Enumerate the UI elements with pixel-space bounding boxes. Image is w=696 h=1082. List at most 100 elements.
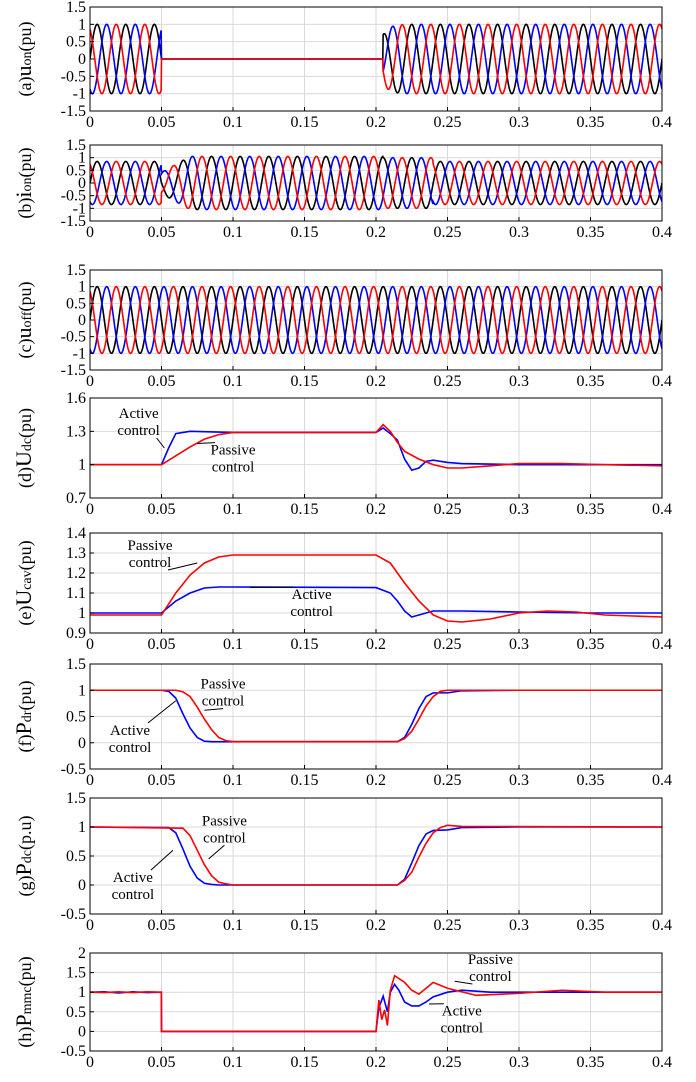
y-axis-label: (e)Ucav(pu) <box>11 540 36 625</box>
y-axis-label-part: u <box>11 328 36 339</box>
y-tick-label: 1 <box>78 150 86 167</box>
annotation-text: Active control <box>441 1004 484 1037</box>
annotation-text: Passive control <box>128 538 173 571</box>
y-tick-label: 0.5 <box>66 709 86 726</box>
y-tick-label: -1.5 <box>61 213 86 230</box>
y-axis-label-part: i <box>11 191 36 197</box>
y-axis-label-part: (pu) <box>15 681 36 711</box>
series-line-1 <box>90 155 662 211</box>
x-tick-label: 0.2 <box>366 501 386 518</box>
x-tick-label: 0.35 <box>577 373 605 390</box>
annotation-line: control <box>117 423 160 439</box>
y-tick-label: 0.5 <box>66 34 86 51</box>
y-tick-label: -1 <box>73 345 86 362</box>
y-tick-label: 1.3 <box>66 423 86 440</box>
series-line-2 <box>90 285 662 355</box>
x-tick-label: 0.35 <box>577 224 605 241</box>
x-tick-label: 0.2 <box>366 1054 386 1071</box>
y-axis-label-part: (pu) <box>15 408 36 438</box>
annotation-line: Passive <box>211 443 256 459</box>
y-tick-label: 0 <box>78 312 86 329</box>
x-tick-label: 0.3 <box>509 636 529 653</box>
x-tick-label: 0.3 <box>509 772 529 789</box>
x-tick-label: 0.4 <box>652 772 672 789</box>
annotation-arrow <box>454 980 473 985</box>
panel-f: 0 0.05 0.1 0.15 0.2 0.25 0.3 0.35 0.41.510.50-0.… <box>11 656 672 789</box>
x-tick-label: 0.4 <box>652 636 672 653</box>
annotation-line: control <box>441 1021 484 1037</box>
y-axis-label-part: (c) <box>15 339 36 359</box>
annotation-text: Active control <box>290 587 333 620</box>
y-tick-label: 1.5 <box>66 656 86 673</box>
y-tick-label: 0 <box>78 1023 86 1040</box>
x-tick-label: 0.4 <box>652 917 672 934</box>
x-tick-label: 0.05 <box>148 114 176 131</box>
annotation-line: control <box>129 555 172 571</box>
y-axis-label-part: (pu) <box>15 956 36 986</box>
x-tick-label: 0.25 <box>434 373 462 390</box>
y-axis-label: (b)ion(pu) <box>11 147 36 218</box>
x-tick-label: 0.2 <box>366 636 386 653</box>
x-tick-label: 0.3 <box>509 373 529 390</box>
annotation-line: control <box>109 740 152 756</box>
series-line-0 <box>90 155 662 211</box>
y-tick-label: 0.7 <box>66 490 86 507</box>
x-tick-label: 0.1 <box>223 224 243 241</box>
y-axis-label: (f)Pdr(pu) <box>11 681 36 753</box>
y-tick-label: 1.1 <box>66 585 86 602</box>
y-tick-label: -1.5 <box>61 362 86 379</box>
x-tick-label: 0.15 <box>291 224 319 241</box>
x-tick-label: 0.05 <box>148 917 176 934</box>
y-tick-label: 1.2 <box>66 565 86 582</box>
y-axis-label-part: u <box>11 66 36 77</box>
y-axis-label-part: P <box>11 1014 36 1026</box>
x-tick-label: 0.1 <box>223 917 243 934</box>
x-tick-label: 0.35 <box>577 501 605 518</box>
y-axis-label-part: P <box>11 722 36 734</box>
x-tick-label: 0.1 <box>223 1054 243 1071</box>
y-axis-label-part: (pu) <box>15 147 36 177</box>
x-tick-label: 0.25 <box>434 772 462 789</box>
x-tick-label: 0 <box>86 501 94 518</box>
y-axis-label-part: (d) <box>15 467 36 488</box>
y-tick-label: 1 <box>78 605 86 622</box>
x-tick-label: 0.1 <box>223 636 243 653</box>
x-tick-label: 0.05 <box>148 373 176 390</box>
y-axis-label: (g)Pdc(p.u) <box>11 816 36 897</box>
x-tick-label: 0.15 <box>291 373 319 390</box>
x-tick-label: 0.4 <box>652 114 672 131</box>
y-tick-label: 2 <box>78 945 86 962</box>
panel-a: 0 0.05 0.1 0.15 0.2 0.25 0.3 0.35 0.41.510.50-0.… <box>11 0 672 131</box>
panel-c: 0 0.05 0.1 0.15 0.2 0.25 0.3 0.35 0.41.510.50-0.… <box>11 262 672 390</box>
annotation-arrow <box>204 708 224 711</box>
y-axis-label: (a)uon(pu) <box>11 22 36 97</box>
x-tick-label: 0.1 <box>223 114 243 131</box>
x-tick-label: 0.15 <box>291 636 319 653</box>
x-tick-label: 0.2 <box>366 114 386 131</box>
series-line-1 <box>90 423 662 469</box>
x-tick-label: 0.35 <box>577 114 605 131</box>
annotation-text: Passive control <box>211 443 256 476</box>
y-axis-label-part: (a) <box>15 77 36 97</box>
annotation-text: Active control <box>112 870 155 903</box>
y-tick-label: 1.5 <box>66 790 86 807</box>
y-tick-label: 0.5 <box>66 295 86 312</box>
y-tick-label: 1.5 <box>66 262 86 279</box>
y-axis-label-part: U <box>11 451 36 467</box>
series-line-1 <box>90 974 662 1033</box>
x-tick-label: 0.4 <box>652 224 672 241</box>
annotation-line: control <box>203 830 246 846</box>
annotation-text: Active control <box>109 723 152 756</box>
annotation-line: Active <box>292 587 332 603</box>
y-tick-label: -0.5 <box>61 906 86 923</box>
y-tick-label: 1.4 <box>66 525 86 542</box>
y-axis-label-part: dr <box>20 710 35 722</box>
y-axis-label-part: (g) <box>15 875 36 896</box>
y-tick-label: -1.5 <box>61 103 86 120</box>
y-tick-label: 0 <box>78 735 86 752</box>
series-line-0 <box>90 285 662 355</box>
y-tick-label: 0 <box>78 175 86 192</box>
annotation-arrow <box>167 562 198 571</box>
x-tick-label: 0.4 <box>652 373 672 390</box>
y-tick-label: 1 <box>78 819 86 836</box>
